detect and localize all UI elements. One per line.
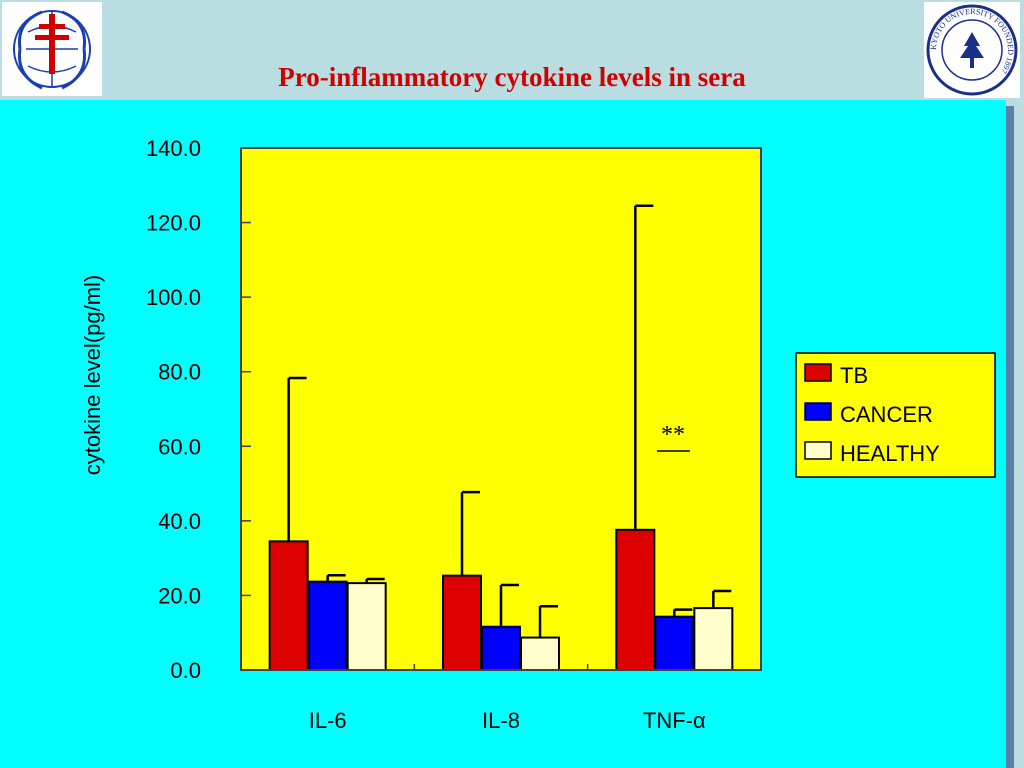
y-tick-label: 0.0 [170,658,201,683]
cross-emblem-icon [13,10,91,90]
y-tick-label: 20.0 [158,583,201,608]
legend-swatch-healthy [804,441,832,460]
y-axis-label: cytokine level(pg/ml) [80,275,105,476]
y-tick-label: 80.0 [158,360,201,385]
bar-cancer [654,615,695,672]
y-tick-label: 140.0 [146,136,201,161]
legend-label-cancer: CANCER [840,402,933,427]
legend: TB CANCER HEALTHY [795,352,996,478]
legend-swatch-cancer [804,402,832,421]
bar-cancer [481,625,521,672]
legend-swatch-tb [804,363,832,382]
slide-title: Pro-inflammatory cytokine levels in sera [278,62,746,92]
legend-label-tb: TB [840,363,868,388]
x-tick-label: IL-6 [309,708,347,733]
bar-tb [268,540,309,671]
x-tick-label: TNF-α [643,708,706,733]
x-tick-label: IL-8 [482,708,520,733]
y-tick-label: 120.0 [146,211,201,236]
y-tick-label: 40.0 [158,509,201,534]
y-tick-label: 100.0 [146,285,201,310]
bar-cancer [307,580,348,672]
bar-healthy [520,636,560,671]
y-tick-label: 60.0 [158,434,201,459]
bar-healthy [346,582,387,671]
kyoto-university-logo: KYOTO UNIVERSITY FOUNDED 1897 [924,2,1020,98]
bar-healthy [693,607,734,671]
slide-header: Pro-inflammatory cytokine levels in sera… [0,0,1024,100]
university-seal-icon: KYOTO UNIVERSITY FOUNDED 1897 [926,4,1018,96]
significance-annotation: ** [661,422,685,448]
bar-tb [442,574,482,671]
legend-label-healthy: HEALTHY [840,441,940,466]
anti-tuberculosis-logo [2,2,102,96]
bar-tb [615,528,656,672]
